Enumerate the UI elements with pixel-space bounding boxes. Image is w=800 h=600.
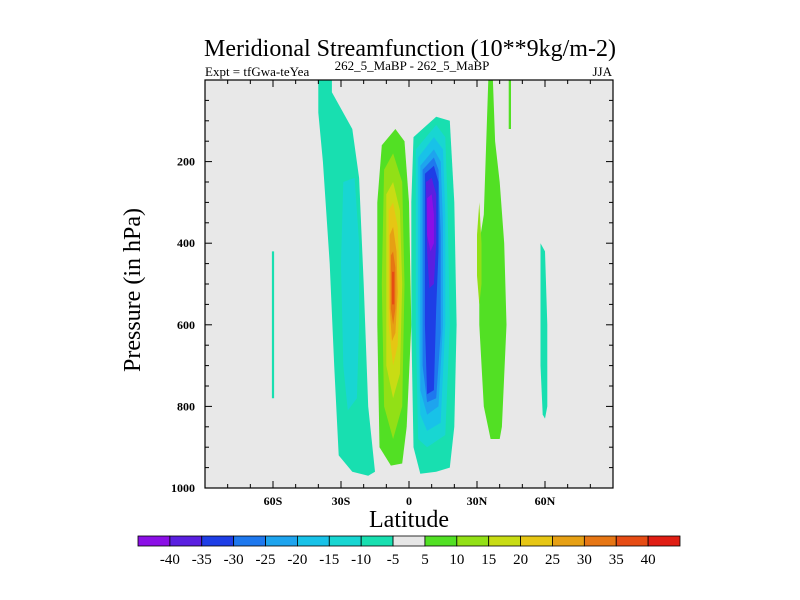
colorbar-swatch <box>647 535 681 547</box>
colorbar-label: -10 <box>351 552 371 568</box>
contour-region-21 <box>540 243 548 419</box>
season-label: JJA <box>592 64 612 79</box>
colorbar-swatch <box>137 535 171 547</box>
colorbar-label: -35 <box>192 552 212 568</box>
y-axis-label: Pressure (in hPa) <box>120 208 146 372</box>
y-tick-label: 200 <box>177 155 195 169</box>
colorbar-label: -5 <box>387 552 400 568</box>
contour-region-17 <box>427 194 434 252</box>
colorbar-swatch <box>424 535 458 547</box>
colorbar-swatch <box>233 535 266 547</box>
colorbar-label: 40 <box>641 552 656 568</box>
experiment-diff-label: 262_5_MaBP - 262_5_MaBP <box>335 58 490 73</box>
x-tick-label: 30S <box>332 494 351 508</box>
colorbar-label: -20 <box>287 552 307 568</box>
y-axis-ticks: 200 400 600 800 1000 <box>171 99 613 495</box>
x-axis-label: Latitude <box>369 507 449 533</box>
colorbar-label: 15 <box>481 552 496 568</box>
contour-region-20 <box>508 80 511 129</box>
colorbar-swatch <box>360 535 394 547</box>
contour-region-19 <box>477 202 482 305</box>
chart-title: Meridional Streamfunction (10**9kg/m-2) <box>204 36 616 62</box>
colorbar-swatch <box>328 535 362 547</box>
colorbar-swatch <box>265 535 298 547</box>
colorbar-label: 20 <box>513 552 528 568</box>
contour-region-9 <box>392 271 395 305</box>
colorbar-label: 30 <box>577 552 592 568</box>
colorbar-swatch <box>552 535 585 547</box>
y-tick-label: 600 <box>177 318 195 332</box>
y-tick-label: 1000 <box>171 481 195 495</box>
expt-label: Expt = tfGwa-teYea <box>205 64 309 79</box>
colorbar-swatch <box>456 535 490 547</box>
colorbar-label: 25 <box>545 552 560 568</box>
colorbar-swatch <box>615 535 649 547</box>
colorbar-label: -15 <box>319 552 339 568</box>
x-tick-label: 60S <box>264 494 283 508</box>
colorbar-label: 5 <box>421 552 429 568</box>
colorbar-label: 10 <box>449 552 464 568</box>
contour-fills <box>271 80 548 476</box>
contour-region-2 <box>271 251 275 399</box>
colorbar-swatch <box>520 535 553 547</box>
colorbar-swatch <box>201 535 235 547</box>
colorbar: -40 -35 -30 -25 -20 -15 -10 -5 5 10 15 20 25 30 35 40 <box>137 535 681 568</box>
y-tick-label: 400 <box>177 236 195 250</box>
colorbar-swatch <box>392 535 426 547</box>
y-tick-label: 800 <box>177 399 195 413</box>
colorbar-label: -40 <box>160 552 180 568</box>
contour-region-1 <box>341 177 360 411</box>
x-tick-label: 60N <box>535 494 556 508</box>
x-axis-ticks: 60S 30S 0 30N 60N <box>204 80 614 508</box>
colorbar-label: 35 <box>609 552 624 568</box>
colorbar-swatch <box>169 535 203 547</box>
contour-region-18 <box>479 80 507 439</box>
colorbar-swatch <box>297 535 330 547</box>
colorbar-swatch <box>583 535 617 547</box>
colorbar-label: -30 <box>224 552 244 568</box>
x-tick-label: 30N <box>467 494 488 508</box>
colorbar-label: -25 <box>256 552 276 568</box>
colorbar-swatch <box>488 535 521 547</box>
x-tick-label: 0 <box>406 494 412 508</box>
